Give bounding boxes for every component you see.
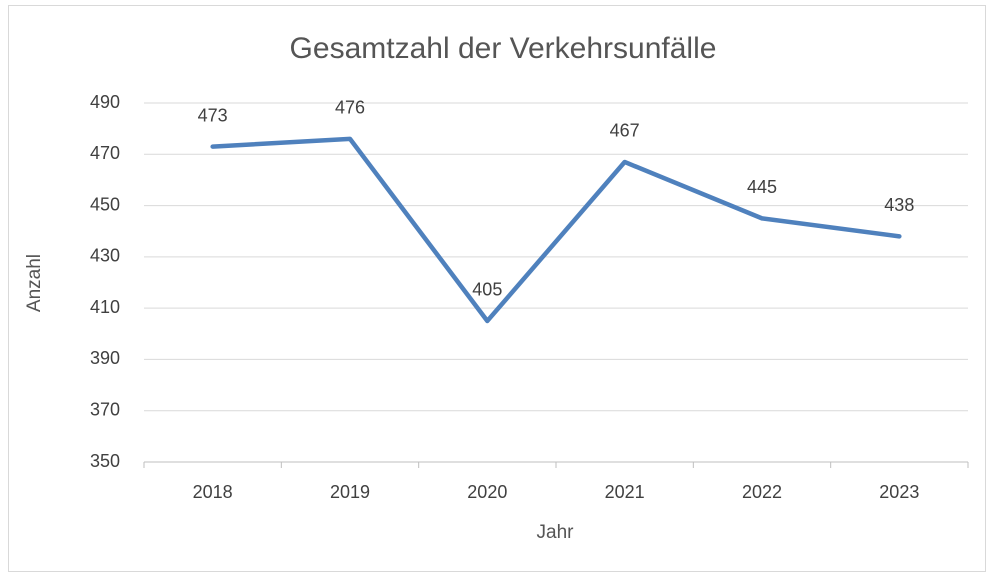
x-tick-label: 2022 xyxy=(742,482,782,502)
y-tick-label: 430 xyxy=(90,246,120,266)
y-tick-label: 450 xyxy=(90,194,120,214)
y-axis-title: Anzahl xyxy=(24,254,45,312)
y-tick-label: 410 xyxy=(90,297,120,317)
x-tick-label: 2020 xyxy=(467,482,507,502)
data-label: 476 xyxy=(335,98,365,118)
data-label: 473 xyxy=(198,105,228,125)
x-tick-label: 2019 xyxy=(330,482,370,502)
data-label: 467 xyxy=(610,121,640,141)
data-line xyxy=(210,136,902,324)
data-label: 445 xyxy=(747,177,777,197)
y-tick-label: 390 xyxy=(90,348,120,368)
y-tick-label: 350 xyxy=(90,451,120,471)
data-label: 405 xyxy=(472,280,502,300)
chart-title: Gesamtzahl der Verkehrsunfälle xyxy=(290,32,717,65)
y-tick-label: 470 xyxy=(90,143,120,163)
x-tick-label: 2021 xyxy=(605,482,645,502)
x-tick-label: 2018 xyxy=(193,482,233,502)
data-label: 438 xyxy=(884,195,914,215)
x-axis-title: Jahr xyxy=(537,522,575,543)
y-tick-label: 370 xyxy=(90,399,120,419)
y-tick-label: 490 xyxy=(90,92,120,112)
chart-border xyxy=(8,5,986,572)
x-tick-label: 2023 xyxy=(879,482,919,502)
